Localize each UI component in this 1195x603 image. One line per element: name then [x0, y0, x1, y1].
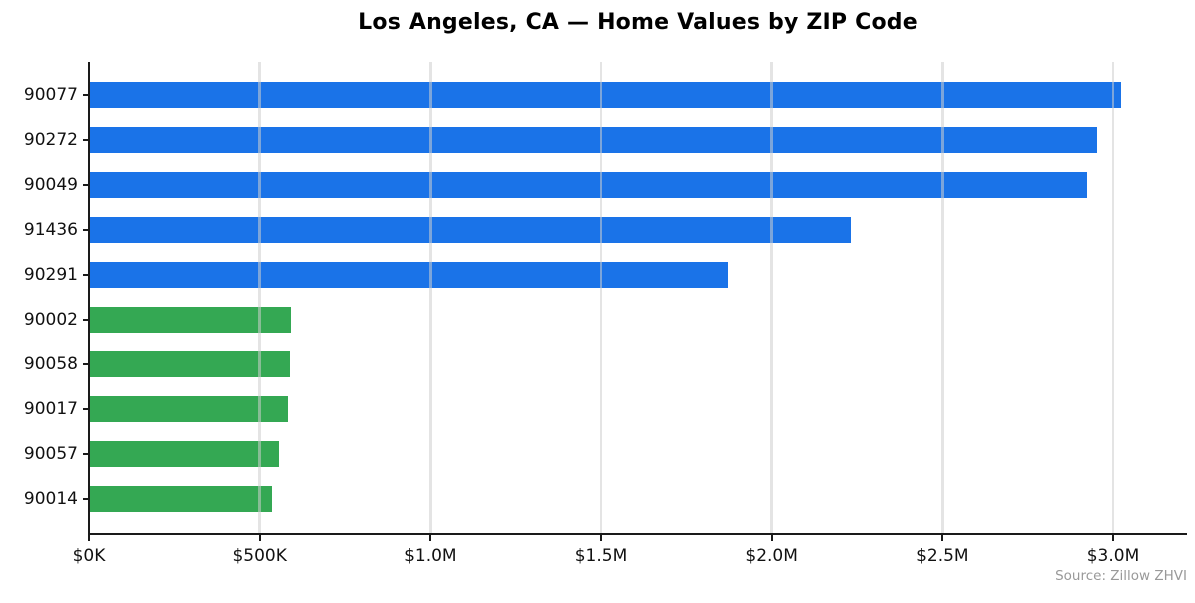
- gridline-$500K: [258, 62, 261, 533]
- bar-90077: [90, 82, 1121, 108]
- x-axis-label-$0K: $0K: [72, 546, 106, 566]
- gridline-$3.0M: [1111, 62, 1115, 533]
- gridline-$1.0M: [429, 62, 432, 533]
- y-axis-tick-90058: [83, 363, 89, 366]
- chart-title: Los Angeles, CA — Home Values by ZIP Cod…: [358, 10, 918, 35]
- y-axis-label-90002: 90002: [23, 309, 78, 330]
- bar-90002: [90, 306, 291, 333]
- y-axis-tick-90017: [83, 408, 89, 411]
- y-axis-label-90058: 90058: [23, 354, 78, 375]
- x-axis-label-$2.0M: $2.0M: [745, 546, 798, 566]
- y-axis-tick-90291: [83, 273, 89, 276]
- x-axis-tick-$0K: [88, 535, 90, 541]
- y-axis-tick-90077: [83, 94, 89, 96]
- y-axis-tick-90049: [83, 183, 89, 186]
- y-axis-tick-90002: [83, 318, 89, 321]
- gridline-$1.5M: [599, 62, 603, 533]
- x-axis-label-$3.0M: $3.0M: [1086, 546, 1140, 566]
- x-axis-tick-$1.0M: [429, 535, 432, 541]
- y-axis-tick-90057: [83, 453, 89, 456]
- source-note: Source: Zillow ZHVI: [1055, 568, 1187, 584]
- x-axis-label-$500K: $500K: [232, 546, 287, 566]
- x-axis-tick-$3.0M: [1112, 535, 1114, 541]
- bar-90017: [90, 396, 288, 423]
- gridline-$2.5M: [941, 62, 944, 533]
- y-axis-tick-90014: [83, 498, 89, 501]
- y-axis-label-90017: 90017: [23, 399, 78, 420]
- x-axis-tick-$2.0M: [770, 535, 773, 541]
- bar-90272: [90, 126, 1097, 153]
- bar-91436: [90, 216, 851, 243]
- bar-90014: [90, 486, 272, 513]
- y-axis-label-90049: 90049: [23, 174, 78, 195]
- y-axis-tick-91436: [83, 228, 89, 231]
- bar-90058: [90, 351, 290, 378]
- y-axis-label-90272: 90272: [23, 129, 78, 150]
- bar-90057: [90, 441, 279, 468]
- y-axis-label-90057: 90057: [23, 444, 78, 465]
- x-axis-spine: [88, 533, 1187, 535]
- x-axis-label-$2.5M: $2.5M: [916, 546, 969, 566]
- y-axis-spine: [88, 62, 90, 535]
- y-axis-label-90291: 90291: [23, 264, 78, 285]
- x-axis-label-$1.5M: $1.5M: [574, 546, 628, 566]
- bar-90291: [90, 261, 728, 288]
- y-axis-label-91436: 91436: [23, 219, 78, 240]
- bar-90049: [90, 171, 1087, 198]
- x-axis-tick-$2.5M: [941, 535, 944, 541]
- y-axis-label-90077: 90077: [23, 85, 78, 105]
- x-axis-label-$1.0M: $1.0M: [404, 546, 457, 566]
- gridline-$2.0M: [770, 62, 773, 533]
- y-axis-tick-90272: [83, 138, 89, 141]
- y-axis-label-90014: 90014: [23, 489, 78, 510]
- x-axis-tick-$1.5M: [600, 535, 602, 541]
- x-axis-tick-$500K: [258, 535, 261, 541]
